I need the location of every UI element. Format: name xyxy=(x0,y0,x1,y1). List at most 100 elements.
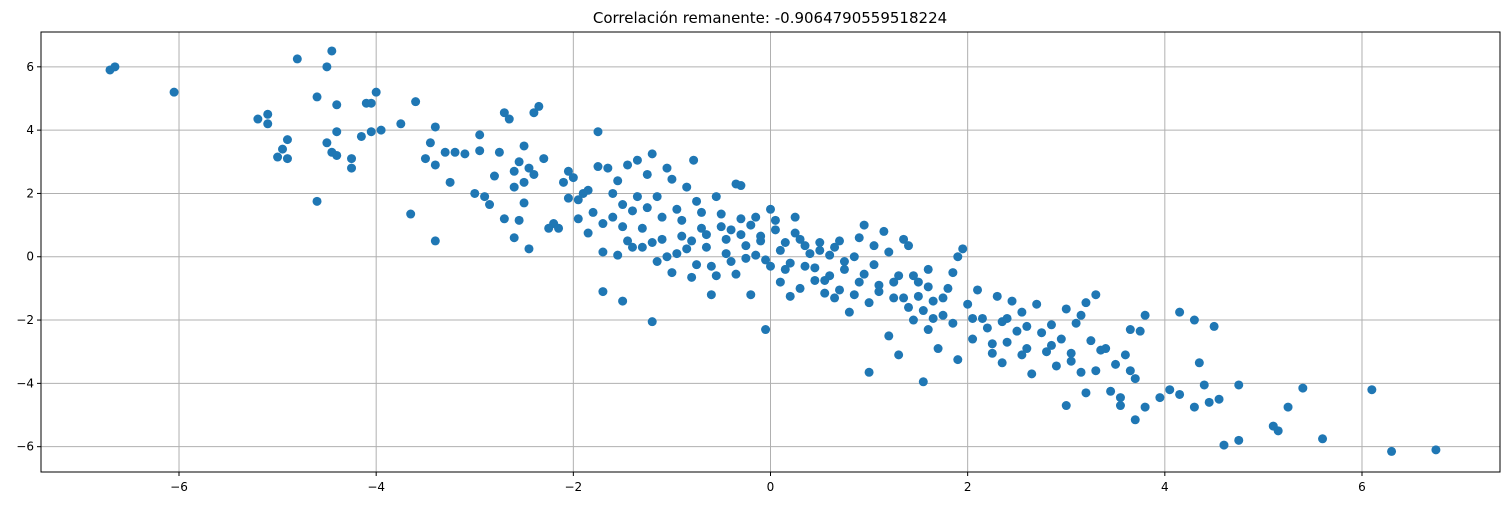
data-point xyxy=(425,138,435,148)
data-point xyxy=(780,238,790,248)
data-point xyxy=(1076,367,1086,377)
data-point xyxy=(642,203,652,213)
data-point xyxy=(1017,307,1027,317)
data-point xyxy=(657,212,667,222)
data-point xyxy=(647,238,657,248)
data-point xyxy=(716,222,726,232)
data-point xyxy=(785,258,795,268)
data-point xyxy=(514,157,524,167)
y-tick-label: −6 xyxy=(16,440,34,454)
data-point xyxy=(923,282,933,292)
data-point xyxy=(332,100,342,110)
data-point xyxy=(889,277,899,287)
data-point xyxy=(440,147,450,157)
data-point xyxy=(637,242,647,252)
data-point xyxy=(1234,435,1244,445)
data-point xyxy=(524,244,534,254)
data-point xyxy=(1012,326,1022,336)
data-point xyxy=(1165,385,1175,395)
data-point xyxy=(292,54,302,64)
data-point xyxy=(839,256,849,266)
data-point xyxy=(835,236,845,246)
data-point xyxy=(770,215,780,225)
x-tick-label: 0 xyxy=(767,480,775,494)
data-point xyxy=(662,252,672,262)
data-point xyxy=(908,271,918,281)
data-point xyxy=(475,146,485,156)
data-point xyxy=(820,275,830,285)
data-point xyxy=(652,256,662,266)
data-point xyxy=(347,154,357,164)
data-point xyxy=(1219,440,1229,450)
data-point xyxy=(529,169,539,179)
data-point xyxy=(987,339,997,349)
data-point xyxy=(1155,393,1165,403)
data-point xyxy=(706,261,716,271)
data-point xyxy=(647,149,657,159)
data-point xyxy=(899,234,909,244)
data-point xyxy=(1115,401,1125,411)
data-point xyxy=(618,200,628,210)
data-point xyxy=(278,144,288,154)
data-point xyxy=(830,293,840,303)
data-point xyxy=(859,220,869,230)
data-point xyxy=(489,171,499,181)
data-point xyxy=(1081,298,1091,308)
data-point xyxy=(790,212,800,222)
data-point xyxy=(696,223,706,233)
data-point xyxy=(1318,434,1328,444)
data-point xyxy=(770,225,780,235)
data-point xyxy=(844,307,854,317)
data-point xyxy=(943,283,953,293)
data-point xyxy=(795,234,805,244)
data-point xyxy=(529,108,539,118)
data-point xyxy=(741,253,751,263)
data-point xyxy=(322,62,332,72)
data-point xyxy=(509,166,519,176)
data-point xyxy=(689,155,699,165)
data-point xyxy=(623,236,633,246)
data-point xyxy=(519,177,529,187)
data-point xyxy=(968,334,978,344)
data-point xyxy=(815,245,825,255)
data-point xyxy=(923,325,933,335)
data-point xyxy=(874,280,884,290)
data-point xyxy=(800,241,810,251)
data-point xyxy=(751,250,761,260)
data-point xyxy=(366,127,376,137)
data-point xyxy=(322,138,332,148)
data-point xyxy=(573,214,583,224)
data-point xyxy=(593,162,603,172)
data-point xyxy=(928,296,938,306)
data-point xyxy=(253,114,263,124)
data-point xyxy=(376,125,386,135)
data-point xyxy=(1022,344,1032,354)
data-point xyxy=(953,355,963,365)
data-point xyxy=(1007,296,1017,306)
data-point xyxy=(884,247,894,257)
data-point xyxy=(583,228,593,238)
data-point xyxy=(711,271,721,281)
data-point xyxy=(1037,328,1047,338)
data-point xyxy=(741,241,751,251)
data-point xyxy=(948,268,958,278)
data-point xyxy=(499,214,509,224)
data-point xyxy=(613,250,623,260)
data-point xyxy=(958,244,968,254)
data-point xyxy=(1283,402,1293,412)
data-point xyxy=(618,296,628,306)
data-point xyxy=(854,277,864,287)
data-point xyxy=(775,245,785,255)
data-point xyxy=(701,230,711,240)
data-point xyxy=(1022,321,1032,331)
data-point xyxy=(1189,402,1199,412)
data-point xyxy=(420,154,430,164)
data-point xyxy=(923,264,933,274)
data-point xyxy=(1042,347,1052,357)
data-point xyxy=(627,242,637,252)
data-point xyxy=(1189,315,1199,325)
data-point xyxy=(913,277,923,287)
data-point xyxy=(963,299,973,309)
data-point xyxy=(445,177,455,187)
